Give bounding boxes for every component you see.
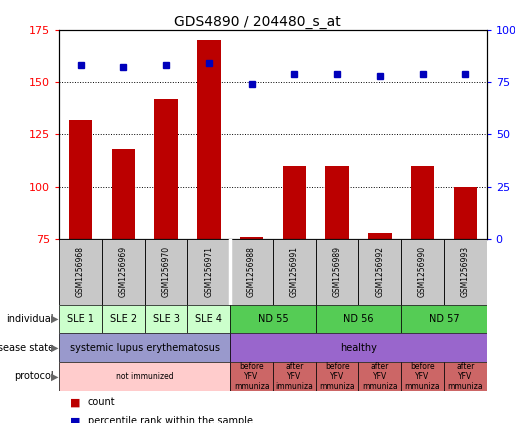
Bar — [444, 239, 487, 305]
Bar — [59, 305, 102, 333]
Bar — [283, 166, 306, 239]
Text: ▶: ▶ — [50, 343, 58, 353]
Text: SLE 1: SLE 1 — [67, 314, 94, 324]
Bar — [145, 239, 187, 305]
Text: GSM1256993: GSM1256993 — [461, 246, 470, 297]
Bar — [273, 239, 316, 305]
Text: systemic lupus erythematosus: systemic lupus erythematosus — [70, 343, 220, 353]
Bar — [358, 239, 401, 305]
Text: before
YFV
mmuniza: before YFV mmuniza — [405, 362, 440, 391]
Text: protocol: protocol — [14, 371, 54, 382]
Text: healthy: healthy — [340, 343, 377, 353]
Text: GSM1256989: GSM1256989 — [333, 246, 341, 297]
Text: ND 57: ND 57 — [428, 314, 459, 324]
Text: SLE 4: SLE 4 — [195, 314, 222, 324]
Text: individual: individual — [7, 314, 54, 324]
Bar — [154, 99, 178, 239]
Text: GSM1256990: GSM1256990 — [418, 246, 427, 297]
Text: before
YFV
mmuniza: before YFV mmuniza — [319, 362, 355, 391]
Text: ND 56: ND 56 — [343, 314, 374, 324]
Bar — [411, 166, 434, 239]
Text: percentile rank within the sample: percentile rank within the sample — [88, 416, 252, 423]
Text: before
YFV
mmuniza: before YFV mmuniza — [234, 362, 269, 391]
Bar — [187, 239, 230, 305]
Text: ND 55: ND 55 — [258, 314, 288, 324]
Bar — [316, 305, 401, 333]
Bar — [358, 362, 401, 391]
Bar — [59, 333, 230, 362]
Bar — [145, 305, 187, 333]
Text: SLE 3: SLE 3 — [152, 314, 180, 324]
Bar — [102, 239, 145, 305]
Bar — [230, 333, 487, 362]
Bar — [454, 187, 477, 239]
Text: ■: ■ — [70, 416, 80, 423]
Text: ■: ■ — [70, 397, 80, 407]
Bar — [401, 305, 487, 333]
Text: GDS4890 / 204480_s_at: GDS4890 / 204480_s_at — [174, 15, 341, 29]
Text: after
YFV
mmuniza: after YFV mmuniza — [362, 362, 398, 391]
Text: disease state: disease state — [0, 343, 54, 353]
Bar — [59, 239, 102, 305]
Bar — [401, 362, 444, 391]
Text: ▶: ▶ — [50, 314, 58, 324]
Text: GSM1256971: GSM1256971 — [204, 246, 213, 297]
Text: GSM1256992: GSM1256992 — [375, 246, 384, 297]
Bar — [444, 362, 487, 391]
Text: GSM1256991: GSM1256991 — [290, 246, 299, 297]
Bar — [112, 149, 135, 239]
Bar — [230, 362, 273, 391]
Bar — [325, 166, 349, 239]
Text: after
YFV
mmuniza: after YFV mmuniza — [448, 362, 483, 391]
Text: GSM1256969: GSM1256969 — [119, 246, 128, 297]
Bar — [273, 362, 316, 391]
Bar — [368, 233, 391, 239]
Bar — [240, 237, 263, 239]
Text: not immunized: not immunized — [116, 372, 174, 381]
Bar — [187, 305, 230, 333]
Bar — [316, 362, 358, 391]
Bar — [59, 362, 230, 391]
Bar — [230, 239, 273, 305]
Bar — [69, 120, 92, 239]
Text: SLE 2: SLE 2 — [110, 314, 137, 324]
Text: after
YFV
immuniza: after YFV immuniza — [276, 362, 313, 391]
Text: count: count — [88, 397, 115, 407]
Text: ▶: ▶ — [50, 371, 58, 382]
Bar — [230, 305, 316, 333]
Text: GSM1256968: GSM1256968 — [76, 246, 85, 297]
Bar — [102, 305, 145, 333]
Text: GSM1256988: GSM1256988 — [247, 246, 256, 297]
Text: GSM1256970: GSM1256970 — [162, 246, 170, 297]
Bar — [401, 239, 444, 305]
Bar — [316, 239, 358, 305]
Bar — [197, 40, 220, 239]
